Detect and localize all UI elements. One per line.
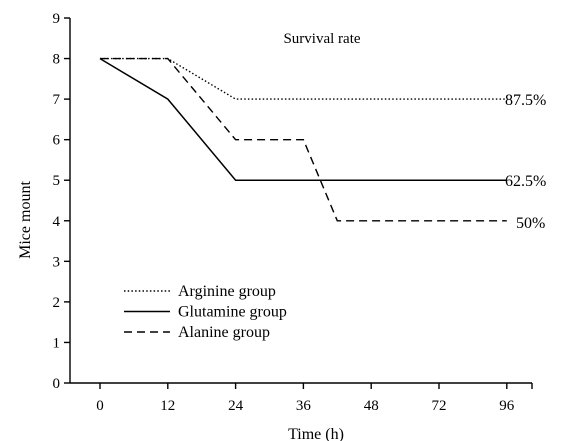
y-tick-label: 6 <box>53 133 61 149</box>
x-axis-label: Time (h) <box>288 426 344 441</box>
series-line <box>100 57 507 222</box>
end-labels: 87.5% 62.5% 50% <box>505 92 546 232</box>
y-tick-label: 5 <box>53 173 61 189</box>
series-line <box>100 57 507 100</box>
x-tick-label: 12 <box>160 398 175 414</box>
y-tick-label: 1 <box>53 335 61 351</box>
y-tick-label: 9 <box>53 11 61 27</box>
y-axis-label: Mice mount <box>17 181 34 259</box>
chart-title: Survival rate <box>283 31 360 47</box>
series-end-label: 50% <box>516 215 545 232</box>
x-tick-label: 72 <box>432 398 447 414</box>
legend-entry: Alanine group <box>178 324 270 341</box>
y-tick-label: 7 <box>53 92 61 108</box>
series-end-label: 87.5% <box>505 92 546 109</box>
legend-entry: Glutamine group <box>178 304 287 321</box>
x-tick-label: 24 <box>228 398 244 414</box>
y-tick-label: 2 <box>53 295 61 311</box>
legend-entry: Arginine group <box>178 283 276 300</box>
x-tick-label: 48 <box>364 398 379 414</box>
legend: Arginine group Glutamine group Alanine gro… <box>124 283 287 341</box>
x-tick-label: 0 <box>96 398 104 414</box>
series-layer <box>99 57 507 222</box>
series-line <box>99 57 507 181</box>
y-tick-label: 0 <box>53 376 61 392</box>
y-tick-label: 3 <box>53 254 61 270</box>
x-tick-label: 36 <box>296 398 312 414</box>
y-tick-label: 4 <box>53 214 61 230</box>
series-end-label: 62.5% <box>505 173 546 190</box>
x-tick-label: 96 <box>499 398 515 414</box>
y-tick-label: 8 <box>53 52 61 68</box>
